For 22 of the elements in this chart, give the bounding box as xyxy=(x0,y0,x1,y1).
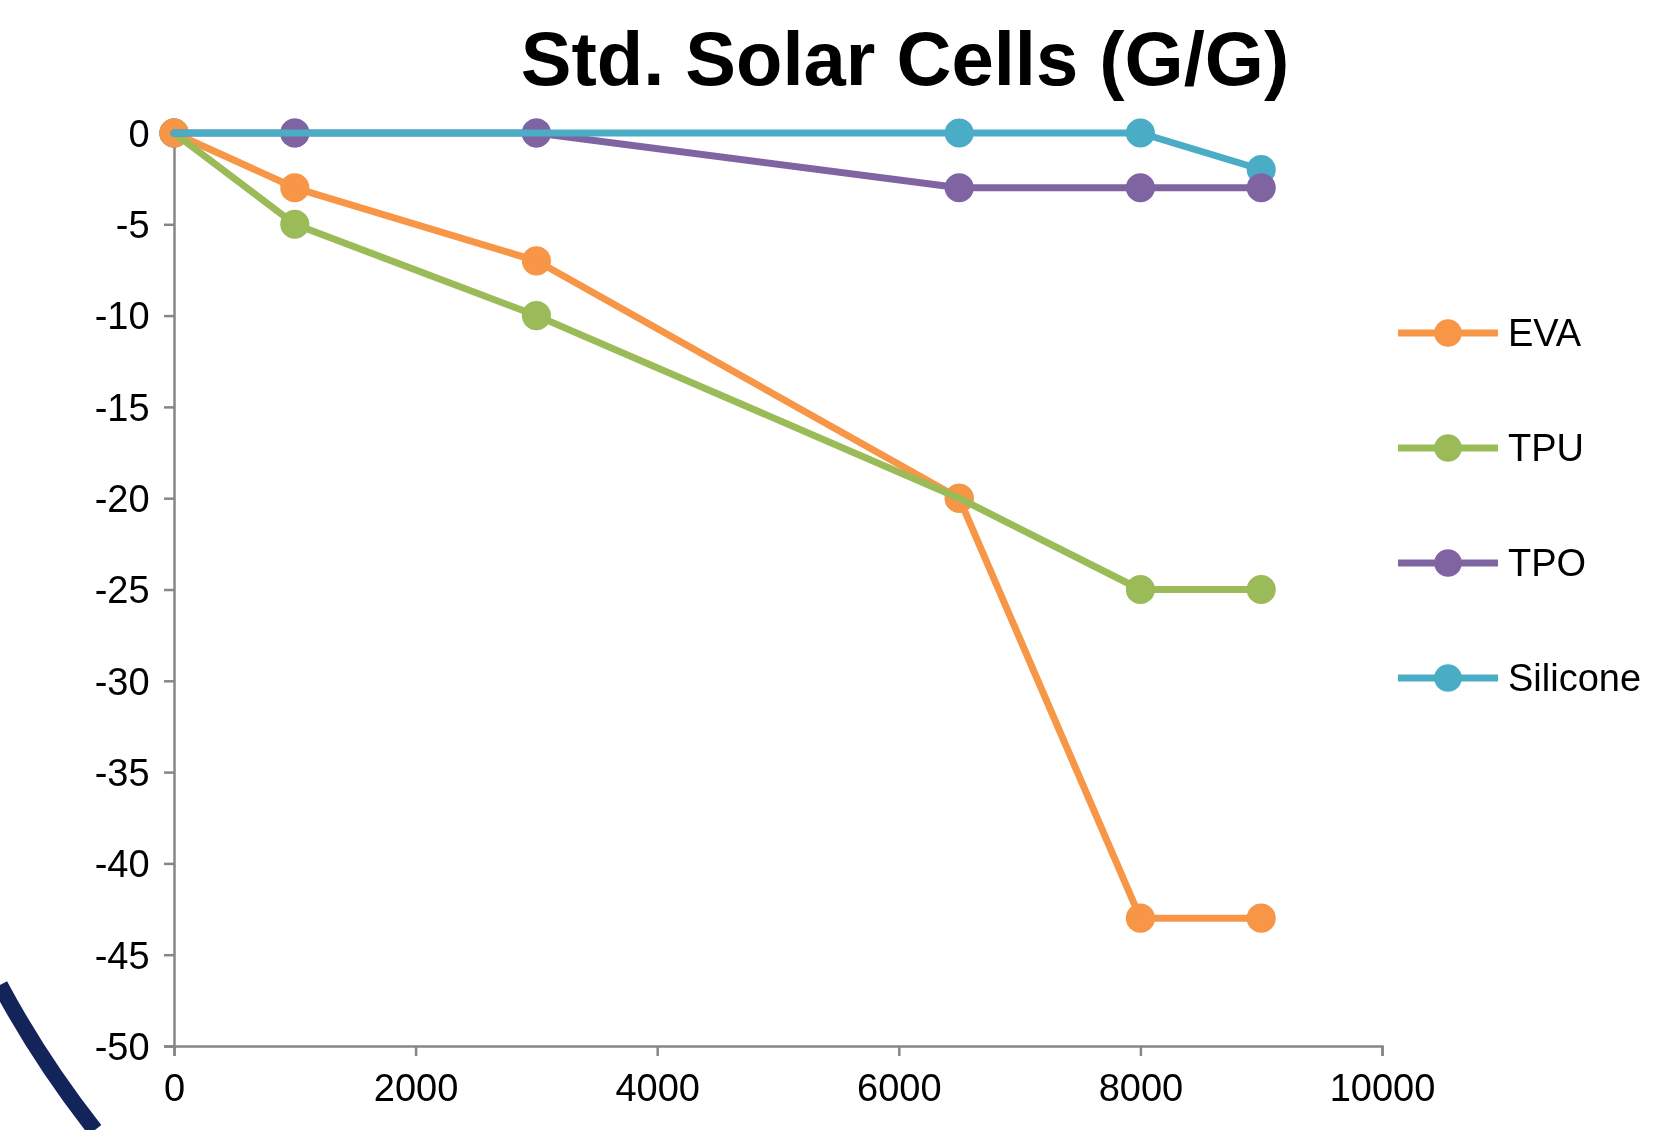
y-tick-label: -15 xyxy=(94,386,150,429)
x-tick-label: 2000 xyxy=(373,1066,459,1109)
y-tick-label: -50 xyxy=(94,1025,150,1068)
chart-title: Std. Solar Cells (G/G) xyxy=(520,16,1290,101)
x-tick-label: 4000 xyxy=(615,1066,700,1109)
x-tick-label: 0 xyxy=(163,1066,186,1109)
y-tick-label: -20 xyxy=(94,478,150,520)
y-tick-label: 0 xyxy=(128,112,150,155)
x-tick-label: 8000 xyxy=(1098,1066,1184,1109)
y-tick-label: -40 xyxy=(94,843,150,886)
y-tick-label: -35 xyxy=(94,751,150,794)
legend-label: TPO xyxy=(1508,542,1587,585)
y-tick-label: -25 xyxy=(94,569,150,612)
legend-label: EVA xyxy=(1508,312,1582,355)
y-tick-label: -30 xyxy=(94,660,150,703)
legend-label: Silicone xyxy=(1508,657,1642,700)
y-tick-label: -5 xyxy=(115,204,150,247)
x-tick-label: 10000 xyxy=(1329,1066,1436,1109)
y-tick-label: -10 xyxy=(94,295,150,338)
y-tick-label: -45 xyxy=(94,934,150,977)
x-tick-label: 6000 xyxy=(857,1066,942,1109)
legend-label: TPU xyxy=(1508,427,1584,470)
